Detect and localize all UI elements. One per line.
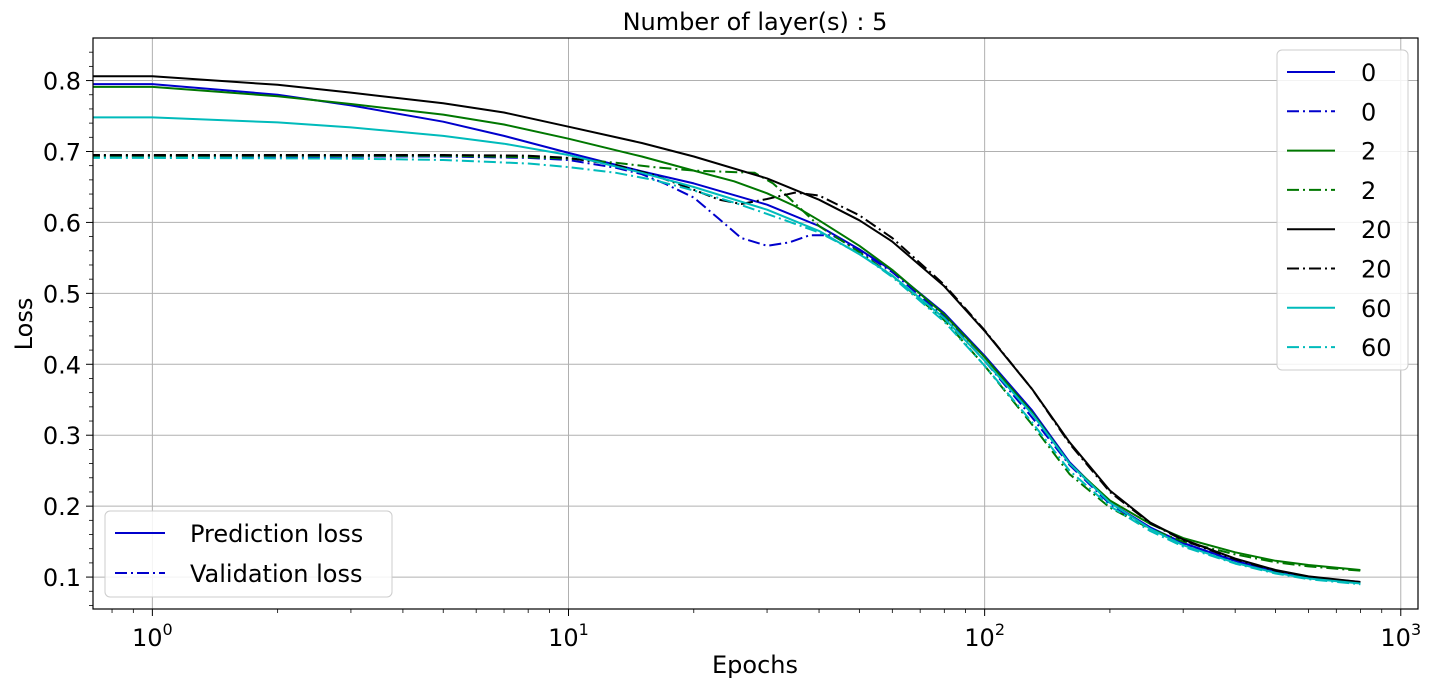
series-line-20-validation bbox=[93, 154, 1361, 584]
axis-ticks: 100 101 102 103 0.1 0.2 0.3 0.4 0.5 0.6 0.7 0.8 bbox=[43, 51, 1421, 652]
series-line-60-validation bbox=[93, 156, 1361, 586]
series-line-0-prediction bbox=[93, 83, 1361, 583]
y-tick-label: 0.3 bbox=[43, 422, 81, 450]
x-tick-label: 101 bbox=[548, 620, 589, 652]
style-legend-box bbox=[104, 510, 393, 598]
x-tick-label: 100 bbox=[132, 620, 173, 652]
chart-title: Number of layer(s) : 5 bbox=[623, 8, 888, 36]
legend-label: 0 bbox=[1361, 59, 1376, 87]
series-lines bbox=[93, 75, 1361, 586]
style-legend-label: Prediction loss bbox=[190, 520, 363, 548]
plot-frame bbox=[92, 37, 1419, 610]
y-tick-label: 0.2 bbox=[43, 493, 81, 521]
y-tick-label: 0.5 bbox=[43, 280, 81, 308]
style-legend-label: Validation loss bbox=[190, 560, 363, 588]
legend-label: 60 bbox=[1361, 295, 1392, 323]
legend-label: 20 bbox=[1361, 256, 1392, 284]
y-tick-label: 0.6 bbox=[43, 209, 81, 237]
legend-label: 0 bbox=[1361, 98, 1376, 126]
legend-label: 2 bbox=[1361, 177, 1376, 205]
x-tick-label: 102 bbox=[964, 620, 1005, 652]
x-axis-label: Epochs bbox=[712, 651, 798, 679]
series-line-60-prediction bbox=[93, 116, 1361, 585]
y-axis-label: Loss bbox=[10, 298, 38, 351]
y-tick-label: 0.7 bbox=[43, 138, 81, 166]
series-legend-box bbox=[1276, 49, 1409, 371]
x-tick-label: 103 bbox=[1380, 620, 1421, 652]
y-tick-label: 0.8 bbox=[43, 68, 81, 96]
legend-label: 60 bbox=[1361, 334, 1392, 362]
style-legend: Prediction loss Validation loss bbox=[104, 510, 393, 598]
legend-label: 2 bbox=[1361, 138, 1376, 166]
y-tick-label: 0.4 bbox=[43, 351, 81, 379]
series-legend: 0 0 2 2 20 20 60 60 bbox=[1276, 49, 1409, 371]
grid bbox=[93, 38, 1418, 609]
series-line-2-validation bbox=[93, 154, 1361, 572]
y-tick-label: 0.1 bbox=[43, 564, 81, 592]
legend-label: 20 bbox=[1361, 216, 1392, 244]
